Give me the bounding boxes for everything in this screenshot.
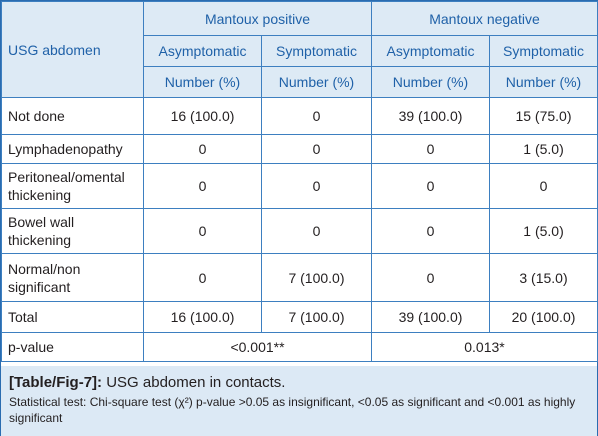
table-row: Normal/non significant 0 7 (100.0) 0 3 (1… [1,253,598,302]
row-label-line: Bowel wall [8,214,75,230]
caption-tag: [Table/Fig-7]: [9,374,103,391]
unit-header: Number (%) [261,66,372,98]
pvalue-negative: 0.013* [371,332,598,362]
row-label-line: Peritoneal/omental [8,169,125,185]
pvalue-row: p-value <0.001** 0.013* [1,332,598,362]
cell-value: 0 [371,208,490,254]
cell-value: 7 (100.0) [261,253,372,302]
cell-value: 39 (100.0) [371,97,490,135]
cell-value: 0 [489,163,598,209]
row-label: p-value [1,332,144,362]
row-label: Bowel wall thickening [1,208,144,254]
unit-header: Number (%) [143,66,262,98]
cell-value: 7 (100.0) [261,301,372,333]
cell-value: 0 [371,253,490,302]
figure-caption: [Table/Fig-7]: USG abdomen in contacts. … [1,366,597,436]
subgroup-header: Asymptomatic [143,35,262,67]
table-row: Bowel wall thickening 0 0 0 1 (5.0) [1,208,598,254]
cell-value: 15 (75.0) [489,97,598,135]
row-label: Normal/non significant [1,253,144,302]
data-table: USG abdomen Mantoux positive Mantoux neg… [1,1,598,362]
row-label: Peritoneal/omental thickening [1,163,144,209]
subgroup-header: Asymptomatic [371,35,490,67]
subgroup-header: Symptomatic [489,35,598,67]
cell-value: 0 [261,208,372,254]
caption-note: Statistical test: Chi-square test (χ²) p… [9,395,576,425]
pvalue-positive: <0.001** [143,332,372,362]
unit-header: Number (%) [489,66,598,98]
cell-value: 1 (5.0) [489,134,598,164]
subgroup-header: Symptomatic [261,35,372,67]
row-label-line: thickening [8,232,72,248]
cell-value: 1 (5.0) [489,208,598,254]
cell-value: 0 [143,253,262,302]
caption-title: USG abdomen in contacts. [102,374,286,391]
group-header-negative: Mantoux negative [371,1,598,36]
table-row: Lymphadenopathy 0 0 0 1 (5.0) [1,134,598,164]
table-row: Total 16 (100.0) 7 (100.0) 39 (100.0) 20… [1,301,598,333]
unit-header: Number (%) [371,66,490,98]
cell-value: 0 [261,97,372,135]
cell-value: 0 [143,163,262,209]
row-label: Not done [1,97,144,135]
cell-value: 0 [143,208,262,254]
table-row: Not done 16 (100.0) 0 39 (100.0) 15 (75.… [1,97,598,135]
row-label: Lymphadenopathy [1,134,144,164]
cell-value: 16 (100.0) [143,301,262,333]
cell-value: 0 [371,134,490,164]
row-label-line: thickening [8,187,72,203]
row-header-label: USG abdomen [1,1,144,98]
row-label-line: Normal/non [8,260,81,277]
cell-value: 39 (100.0) [371,301,490,333]
row-label-line: significant [8,278,71,295]
cell-value: 0 [261,163,372,209]
caption-title-line: [Table/Fig-7]: USG abdomen in contacts. [9,373,589,393]
cell-value: 0 [261,134,372,164]
cell-value: 16 (100.0) [143,97,262,135]
cell-value: 20 (100.0) [489,301,598,333]
cell-value: 0 [143,134,262,164]
cell-value: 3 (15.0) [489,253,598,302]
cell-value: 0 [371,163,490,209]
row-label: Total [1,301,144,333]
table-row: Peritoneal/omental thickening 0 0 0 0 [1,163,598,209]
group-header-positive: Mantoux positive [143,1,372,36]
